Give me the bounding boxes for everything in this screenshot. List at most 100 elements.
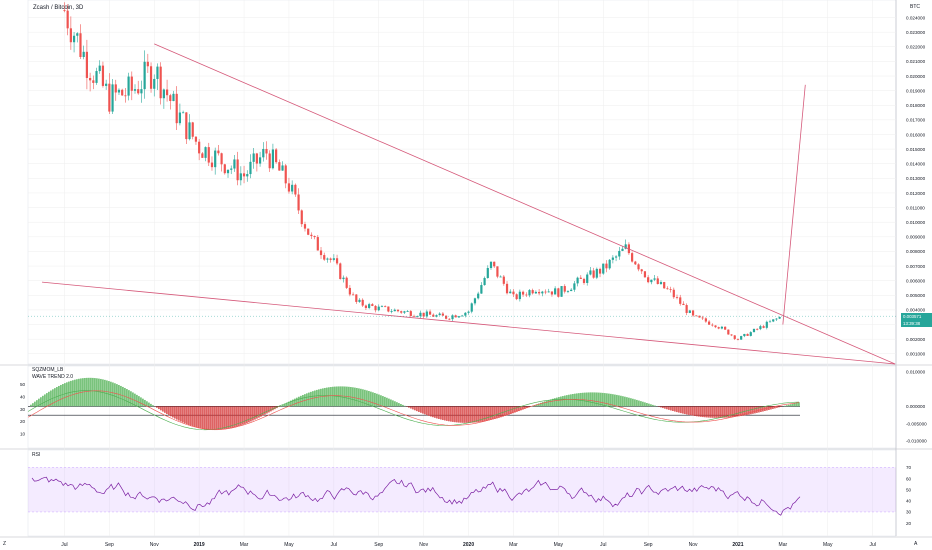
sqz-bar xyxy=(486,406,488,421)
candle-body xyxy=(659,282,663,285)
sqz-bar xyxy=(140,397,142,407)
sqz-bar xyxy=(282,404,284,407)
candle-body xyxy=(531,290,534,294)
candle-body xyxy=(762,326,765,328)
sqz-tick-label: -0.010000 xyxy=(906,439,927,444)
candle-body xyxy=(278,162,281,171)
sqz-bar xyxy=(478,406,480,423)
sqz-bar xyxy=(444,406,446,421)
sqz-bar xyxy=(676,406,678,413)
candle-body xyxy=(246,174,249,177)
sqz-bar xyxy=(262,406,264,416)
candle-body xyxy=(275,149,278,163)
candle-body xyxy=(121,89,124,96)
sqz-bar xyxy=(712,406,714,418)
candle-body xyxy=(409,311,412,316)
auto-scale-button[interactable]: A xyxy=(914,541,918,547)
sqz-bar xyxy=(228,406,230,429)
candle-body xyxy=(105,83,108,86)
sqz-bar xyxy=(390,399,392,407)
x-tick-label: Jul xyxy=(600,542,606,548)
sqz-bar xyxy=(152,405,154,407)
y-tick-label: 0.015000 xyxy=(906,147,926,152)
candle-body xyxy=(557,288,560,297)
sqz-bar xyxy=(284,403,286,407)
sqz-bar xyxy=(714,406,716,418)
sqz-bar xyxy=(560,396,562,407)
sqz-bar xyxy=(288,401,290,407)
sqz-bar xyxy=(174,406,176,419)
y-tick-label: 0.013000 xyxy=(906,176,926,181)
sqz-bar xyxy=(242,406,244,425)
candle-body xyxy=(720,326,724,329)
sqz-tick-label: 0.000000 xyxy=(906,404,926,409)
sqz-bar xyxy=(564,395,566,407)
x-tick-label: May xyxy=(823,542,833,548)
sqz-bar xyxy=(112,382,114,407)
sqz-bar xyxy=(250,406,252,422)
sqz-bar xyxy=(796,402,798,407)
candle-body xyxy=(608,259,611,269)
candle-body xyxy=(281,165,284,171)
sqz-bar xyxy=(790,404,792,407)
sqz-bar xyxy=(416,406,418,412)
sqz-bar xyxy=(658,406,660,407)
sqz-bar xyxy=(448,406,450,422)
candle-body xyxy=(412,315,416,317)
x-tick-label: Jul xyxy=(61,542,67,548)
candle-body xyxy=(502,276,505,284)
candle-body xyxy=(445,315,448,319)
chart-title: Zcash / Bitcoin, 3D xyxy=(33,5,84,11)
scale-left-button[interactable]: Z xyxy=(3,541,7,547)
candle-body xyxy=(403,311,406,313)
candle-body xyxy=(701,317,704,319)
candle-body xyxy=(169,95,172,102)
sqz-bar xyxy=(734,406,736,417)
sqz-bar xyxy=(780,406,782,407)
sqz-bar xyxy=(454,406,456,423)
candle-body xyxy=(332,258,335,260)
candle-body xyxy=(582,278,586,283)
sqz-bar xyxy=(610,393,612,407)
sqz-bar xyxy=(258,406,260,418)
sqz-bar xyxy=(164,406,166,413)
sqz-bar xyxy=(398,403,400,407)
sqz-bar xyxy=(392,400,394,407)
sqz-bar xyxy=(330,387,332,407)
sqz-bar xyxy=(260,406,262,417)
candle-body xyxy=(76,33,79,36)
sqz-bar xyxy=(760,406,762,412)
sqz-bar xyxy=(752,406,754,414)
candle-body xyxy=(711,324,714,326)
sqz-bar xyxy=(608,393,610,407)
candle-body xyxy=(236,159,239,181)
candle-body xyxy=(746,333,749,336)
sqz-bar xyxy=(144,399,146,407)
wt-tick-label: 50 xyxy=(20,382,26,387)
candle-body xyxy=(101,65,105,86)
sqz-bar xyxy=(654,405,656,407)
sqz-bar xyxy=(504,406,506,417)
wt-tick-label: 30 xyxy=(20,407,26,412)
sqz-bar xyxy=(68,381,70,407)
candle-body xyxy=(117,89,121,93)
candle-body xyxy=(473,298,477,304)
sqz-bar xyxy=(680,406,682,414)
rsi-line xyxy=(31,476,801,516)
sqz-bar xyxy=(326,387,328,407)
sqz-bar xyxy=(548,400,550,407)
candle-body xyxy=(432,314,435,317)
sqz-bar xyxy=(632,398,634,407)
x-tick-label: Jul xyxy=(331,542,337,548)
candle-body xyxy=(239,173,242,181)
sqz-bar xyxy=(412,406,414,410)
candle-body xyxy=(133,89,137,91)
candle-body xyxy=(291,184,294,192)
trendline xyxy=(41,281,896,365)
sqz-bar xyxy=(360,388,362,407)
rsi-tick-label: 20 xyxy=(906,521,912,526)
y-tick-label: 0.010000 xyxy=(906,220,926,225)
sqz-bar xyxy=(402,404,404,407)
sqz-bar xyxy=(438,406,440,419)
